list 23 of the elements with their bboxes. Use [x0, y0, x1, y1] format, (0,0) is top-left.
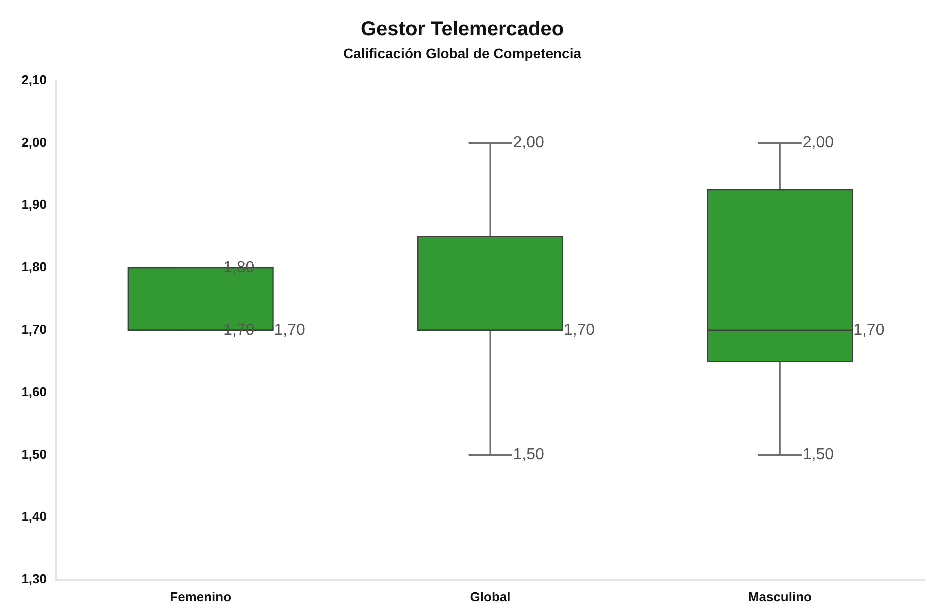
- y-tick-label: 1,50: [22, 446, 47, 462]
- annotation: 2,00: [802, 134, 834, 152]
- annotation: 1,80: [224, 259, 255, 276]
- x-tick-label: Femenino: [170, 589, 232, 604]
- y-tick-label: 2,00: [22, 134, 47, 150]
- y-tick-label: 1,40: [22, 509, 47, 524]
- y-tick-label: 1,90: [22, 197, 47, 212]
- annotation: 2,00: [513, 134, 544, 152]
- y-tick-label: 1,30: [22, 572, 47, 587]
- y-tick-label: 1,60: [22, 384, 47, 400]
- annotation: 1,70: [274, 322, 306, 339]
- annotation: 1,50: [513, 446, 544, 464]
- x-tick-label: Masculino: [748, 589, 812, 604]
- y-tick-label: 2,10: [22, 72, 47, 88]
- annotation: 1,50: [802, 446, 834, 464]
- annotation: 1,70: [564, 322, 596, 339]
- annotation: 1,70: [854, 322, 885, 339]
- chart-title: Gestor Telemercadeo: [360, 18, 564, 41]
- chart-subtitle: Calificación Global de Competencia: [343, 45, 582, 62]
- x-tick-label: Global: [470, 589, 511, 604]
- annotation: 1,70: [224, 322, 255, 339]
- y-tick-label: 1,80: [22, 260, 47, 275]
- y-tick-label: 1,70: [22, 322, 47, 337]
